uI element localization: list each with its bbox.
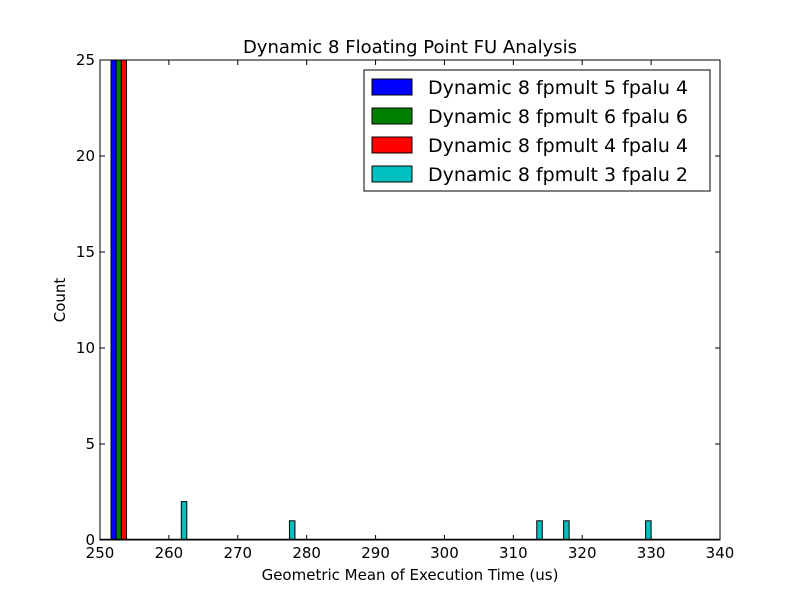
x-tick-label: 340 xyxy=(706,544,735,562)
bar-series-4-bin-2 xyxy=(288,520,296,541)
bar-series-3-bin-1 xyxy=(120,59,128,541)
legend-swatch xyxy=(371,78,413,96)
y-tick-label: 20 xyxy=(76,147,95,165)
x-tick-label: 270 xyxy=(223,544,252,562)
legend-frame xyxy=(363,69,711,192)
legend-items: Dynamic 8 fpmult 5 fpalu 4 Dynamic 8 fpmu… xyxy=(371,77,688,186)
legend-label: Dynamic 8 fpmult 6 fpalu 6 xyxy=(428,106,688,128)
plot-frame xyxy=(99,59,721,541)
bar-series-4-bin-5 xyxy=(645,520,652,541)
x-tick-label: 260 xyxy=(155,544,184,562)
y-axis-title: Count xyxy=(51,278,69,323)
legend-label: Dynamic 8 fpmult 4 fpalu 4 xyxy=(428,135,688,157)
x-axis-title: Geometric Mean of Execution Time (us) xyxy=(262,566,559,584)
bar-series-4-bin-3 xyxy=(536,520,543,541)
legend-label: Dynamic 8 fpmult 3 fpalu 2 xyxy=(428,164,688,186)
y-tick-label: 25 xyxy=(76,51,95,69)
y-tick-label: 15 xyxy=(76,243,95,261)
y-tick-label: 10 xyxy=(76,339,95,357)
bar-series-2-bin-1 xyxy=(115,59,122,541)
x-tick-label: 290 xyxy=(361,544,390,562)
chart-title: Dynamic 8 Floating Point FU Analysis xyxy=(243,37,577,58)
x-tick-label: 300 xyxy=(430,544,459,562)
legend-swatch xyxy=(371,107,413,125)
legend-swatch xyxy=(371,165,413,183)
x-tick-label: 250 xyxy=(86,544,115,562)
y-tick-label: 5 xyxy=(85,435,95,453)
x-tick-label: 320 xyxy=(568,544,597,562)
legend-swatch xyxy=(371,136,413,154)
x-tick-label: 330 xyxy=(637,544,666,562)
legend: Dynamic 8 fpmult 5 fpalu 4 Dynamic 8 fpmu… xyxy=(363,69,711,192)
ticks-layer: 250 260 270 280 290 300 310 320 330 340 0 5 10 15 20 25 xyxy=(76,51,734,562)
bar-series-4-bin-1 xyxy=(180,501,188,541)
x-tick-label: 280 xyxy=(292,544,321,562)
bar-series-1-bin-1 xyxy=(110,59,117,541)
legend-label: Dynamic 8 fpmult 5 fpalu 4 xyxy=(428,77,688,99)
x-tick-label: 310 xyxy=(499,544,528,562)
bar-series-4-bin-4 xyxy=(563,520,570,541)
y-tick-label: 0 xyxy=(85,531,95,549)
